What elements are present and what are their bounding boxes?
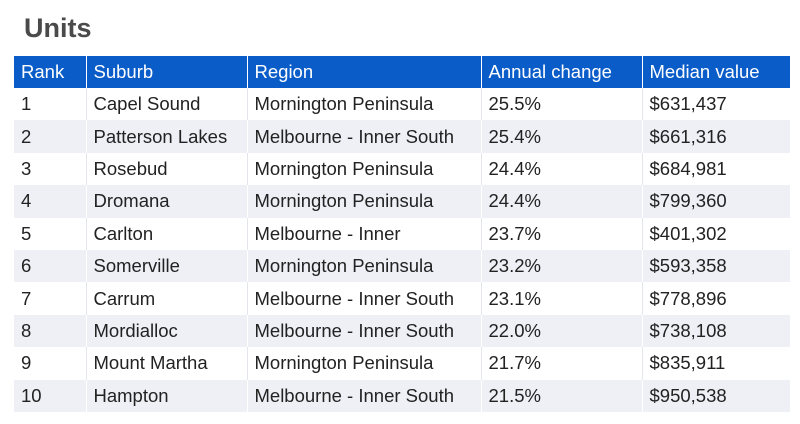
column-header-annual-change: Annual change xyxy=(481,56,643,88)
suburb-cell: Rosebud xyxy=(86,152,248,186)
header-row: Rank Suburb Region Annual change Median … xyxy=(14,56,790,88)
annual-change-cell: 23.2% xyxy=(481,249,643,283)
rank-cell: 8 xyxy=(14,314,87,348)
median-value-cell: $799,360 xyxy=(642,185,790,218)
table-row: 2 Patterson Lakes Melbourne - Inner Sout… xyxy=(14,120,790,153)
table-row: 4 Dromana Mornington Peninsula 24.4% $79… xyxy=(14,185,790,218)
region-cell: Mornington Peninsula xyxy=(247,347,482,380)
region-cell: Mornington Peninsula xyxy=(247,88,482,121)
rank-cell: 4 xyxy=(14,185,87,218)
suburb-cell: Carrum xyxy=(86,282,248,315)
table-header: Rank Suburb Region Annual change Median … xyxy=(14,56,790,88)
rank-cell: 6 xyxy=(14,249,87,283)
suburb-cell: Mordialloc xyxy=(86,314,248,348)
region-cell: Mornington Peninsula xyxy=(247,185,482,218)
rank-cell: 2 xyxy=(14,120,87,153)
rank-cell: 1 xyxy=(14,88,87,121)
suburb-cell: Patterson Lakes xyxy=(86,120,248,153)
column-header-suburb: Suburb xyxy=(86,56,248,88)
region-cell: Melbourne - Inner xyxy=(247,217,482,250)
annual-change-cell: 24.4% xyxy=(481,185,643,218)
annual-change-cell: 22.0% xyxy=(481,314,643,348)
column-header-median-value: Median value xyxy=(642,56,790,88)
table-body: 1 Capel Sound Mornington Peninsula 25.5%… xyxy=(14,88,790,412)
region-cell: Melbourne - Inner South xyxy=(247,282,482,315)
rank-cell: 9 xyxy=(14,347,87,380)
median-value-cell: $738,108 xyxy=(642,314,790,348)
annual-change-cell: 23.7% xyxy=(481,217,643,250)
page-title: Units xyxy=(24,13,92,43)
table-row: 8 Mordialloc Melbourne - Inner South 22.… xyxy=(14,314,790,348)
region-cell: Melbourne - Inner South xyxy=(247,379,482,412)
units-table: Rank Suburb Region Annual change Median … xyxy=(14,56,790,412)
suburb-cell: Dromana xyxy=(86,185,248,218)
median-value-cell: $835,911 xyxy=(642,347,790,380)
table-row: 9 Mount Martha Mornington Peninsula 21.7… xyxy=(14,347,790,380)
annual-change-cell: 23.1% xyxy=(481,282,643,315)
median-value-cell: $684,981 xyxy=(642,152,790,186)
rank-cell: 3 xyxy=(14,152,87,186)
annual-change-cell: 24.4% xyxy=(481,152,643,186)
annual-change-cell: 21.7% xyxy=(481,347,643,380)
suburb-cell: Capel Sound xyxy=(86,88,248,121)
suburb-cell: Somerville xyxy=(86,249,248,283)
rank-cell: 5 xyxy=(14,217,87,250)
region-cell: Melbourne - Inner South xyxy=(247,120,482,153)
table-row: 7 Carrum Melbourne - Inner South 23.1% $… xyxy=(14,282,790,315)
suburb-cell: Mount Martha xyxy=(86,347,248,380)
annual-change-cell: 21.5% xyxy=(481,379,643,412)
rank-cell: 7 xyxy=(14,282,87,315)
median-value-cell: $631,437 xyxy=(642,88,790,121)
median-value-cell: $593,358 xyxy=(642,249,790,283)
annual-change-cell: 25.5% xyxy=(481,88,643,121)
column-header-rank: Rank xyxy=(14,56,87,88)
suburb-cell: Hampton xyxy=(86,379,248,412)
annual-change-cell: 25.4% xyxy=(481,120,643,153)
table-row: 10 Hampton Melbourne - Inner South 21.5%… xyxy=(14,379,790,412)
table-row: 5 Carlton Melbourne - Inner 23.7% $401,3… xyxy=(14,217,790,250)
median-value-cell: $778,896 xyxy=(642,282,790,315)
table-row: 1 Capel Sound Mornington Peninsula 25.5%… xyxy=(14,88,790,121)
column-header-region: Region xyxy=(247,56,482,88)
table-row: 6 Somerville Mornington Peninsula 23.2% … xyxy=(14,249,790,283)
region-cell: Mornington Peninsula xyxy=(247,249,482,283)
region-cell: Mornington Peninsula xyxy=(247,152,482,186)
table-row: 3 Rosebud Mornington Peninsula 24.4% $68… xyxy=(14,152,790,186)
rank-cell: 10 xyxy=(14,379,87,412)
region-cell: Melbourne - Inner South xyxy=(247,314,482,348)
median-value-cell: $401,302 xyxy=(642,217,790,250)
median-value-cell: $661,316 xyxy=(642,120,790,153)
median-value-cell: $950,538 xyxy=(642,379,790,412)
suburb-cell: Carlton xyxy=(86,217,248,250)
